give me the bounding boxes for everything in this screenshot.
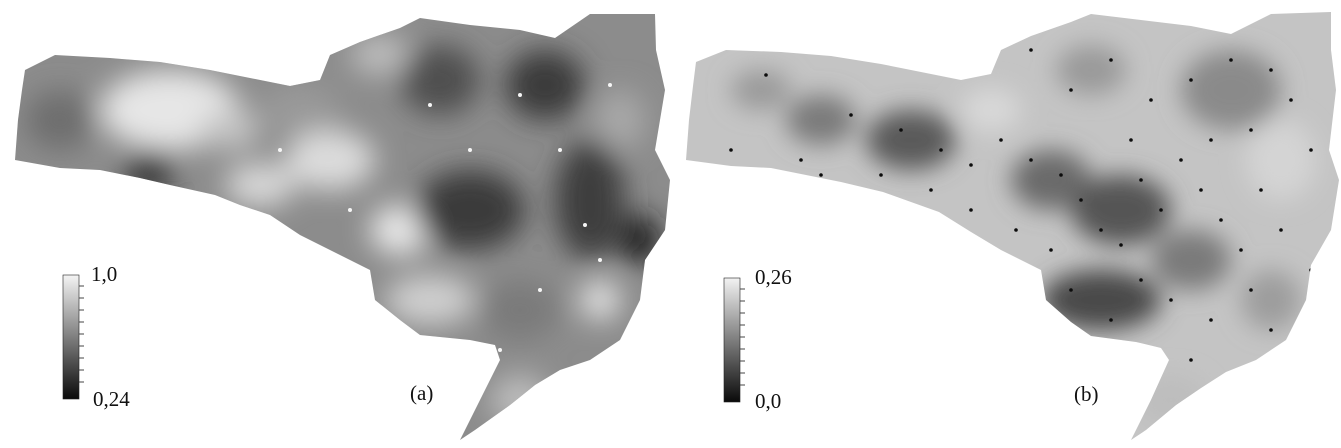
- scale-max-label-a: 1,0: [91, 262, 118, 286]
- station-points-a: [278, 83, 612, 397]
- panel-label-a: (a): [410, 381, 434, 405]
- interpolated-map-b: [686, 12, 1339, 440]
- intensity-field-a: [25, 35, 660, 425]
- intensity-field-b: [731, 45, 1316, 425]
- scale-min-label-b: 0,0: [755, 389, 782, 413]
- color-scale-bar-a: [62, 274, 84, 400]
- scale-max-label-b: 0,26: [755, 265, 792, 289]
- panel-label-b: (b): [1074, 382, 1099, 406]
- color-scale-bar-b: [723, 277, 745, 403]
- map-panel-b: 0,26 0,0 (b): [671, 0, 1341, 448]
- map-panel-a: 1,0 0,24 (a): [0, 0, 670, 448]
- scale-min-label-a: 0,24: [93, 387, 130, 411]
- interpolated-map-a: [15, 14, 670, 440]
- station-points-b: [729, 48, 1313, 422]
